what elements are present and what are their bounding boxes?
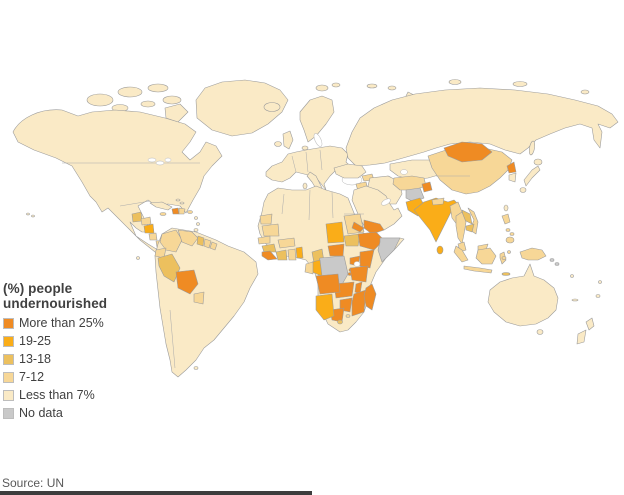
legend-title-line1: (%) people	[3, 281, 73, 296]
legend-title-line2: undernourished	[3, 296, 108, 311]
country-peru	[157, 253, 181, 283]
country-kenya	[359, 249, 375, 269]
country-cuba	[149, 201, 173, 211]
country-australia	[487, 263, 559, 327]
country-chad	[325, 221, 345, 244]
europe	[265, 95, 353, 199]
country-guatemala	[131, 211, 143, 223]
country-russia	[345, 87, 619, 167]
legend-title: (%) people undernourished	[3, 281, 107, 311]
country-dominican-republic	[178, 207, 186, 215]
country-taiwan	[503, 204, 509, 212]
africa	[257, 185, 405, 333]
legend-item-7-12: 7-12	[3, 370, 107, 384]
south-america	[136, 227, 259, 378]
country-costa-rica	[148, 232, 158, 241]
country-japan	[523, 165, 541, 187]
legend-item-19-25: 19-25	[3, 334, 107, 348]
legend-label: 13-18	[19, 352, 51, 366]
legend-label: More than 25%	[19, 316, 104, 330]
legend-item-13-18: 13-18	[3, 352, 107, 366]
legend-swatch	[3, 389, 14, 401]
asia	[413, 141, 560, 276]
country-burkina-faso	[277, 237, 296, 249]
country-new-zealand-south	[576, 329, 587, 345]
country-sri-lanka	[436, 245, 444, 255]
country-yemen	[363, 219, 385, 235]
country-somalia	[377, 237, 401, 263]
legend: (%) people undernourished More than 25% 1…	[3, 281, 107, 420]
country-ivory-coast	[275, 249, 288, 261]
legend-item-no-data: No data	[3, 406, 107, 420]
legend-item-less-than-7-: Less than 7%	[3, 388, 107, 402]
country-greenland	[195, 79, 289, 137]
country-sierra-leone-liberia	[261, 250, 278, 261]
country-new-zealand-north	[585, 317, 595, 331]
legend-label: Less than 7%	[19, 388, 95, 402]
country-vietnam	[467, 207, 479, 235]
country-brazil-argentina	[154, 227, 259, 378]
country-lesotho	[337, 319, 343, 325]
country-indonesia-sumatra	[453, 245, 469, 263]
legend-label: No data	[19, 406, 63, 420]
legend-label: 7-12	[19, 370, 45, 384]
country-central-asia	[392, 175, 427, 191]
country-eritrea	[351, 221, 365, 233]
legend-swatch	[3, 407, 14, 419]
country-ghana	[287, 248, 297, 261]
country-iceland	[263, 102, 281, 112]
legend-swatch	[3, 335, 14, 347]
country-ireland	[274, 141, 282, 147]
legend-item-more-than-25-: More than 25%	[3, 316, 107, 330]
country-indonesia-borneo	[475, 247, 497, 265]
country-south-sudan	[343, 233, 361, 247]
legend-swatch	[3, 371, 14, 383]
country-bolivia	[175, 269, 199, 295]
country-philippines	[501, 213, 511, 225]
country-venezuela	[177, 229, 199, 247]
country-papua-new-guinea	[519, 247, 547, 261]
country-honduras	[140, 216, 152, 226]
country-indonesia-java	[463, 265, 493, 274]
source-label: Source: UN	[2, 476, 65, 490]
bottom-rule	[0, 491, 312, 495]
country-cambodia	[465, 223, 475, 233]
country-south-korea	[508, 172, 517, 183]
country-turkey	[333, 163, 367, 179]
country-uk	[282, 130, 294, 150]
country-thailand	[455, 211, 467, 245]
country-mozambique	[351, 289, 367, 317]
country-kazakhstan	[389, 159, 445, 181]
country-western-sahara	[259, 213, 273, 225]
country-angola	[315, 273, 341, 295]
country-nepal	[431, 197, 445, 206]
country-namibia	[315, 293, 335, 321]
country-guyana	[196, 235, 205, 247]
country-tajikistan	[421, 181, 433, 193]
country-togo-benin	[295, 246, 304, 259]
country-tanzania	[349, 265, 369, 283]
country-gabon	[304, 261, 314, 275]
country-colombia	[159, 229, 183, 253]
country-scandinavia	[299, 95, 335, 143]
legend-swatch	[3, 353, 14, 365]
country-timor-leste	[501, 272, 511, 276]
country-mongolia	[443, 141, 493, 163]
country-madagascar	[363, 283, 377, 311]
country-paraguay	[193, 291, 205, 305]
country-mauritania	[261, 223, 280, 237]
legend-label: 19-25	[19, 334, 51, 348]
country-north-korea	[506, 161, 517, 174]
legend-swatch	[3, 317, 14, 329]
country-senegal	[257, 235, 271, 245]
country-suriname	[203, 238, 212, 249]
caribbean	[149, 198, 200, 232]
country-haiti	[171, 207, 180, 215]
country-central-african-republic	[327, 243, 345, 257]
country-tasmania	[536, 329, 544, 335]
legend-rows: More than 25% 19-25 13-18 7-12 Less than 7% N…	[3, 316, 107, 420]
oceania	[26, 212, 602, 345]
